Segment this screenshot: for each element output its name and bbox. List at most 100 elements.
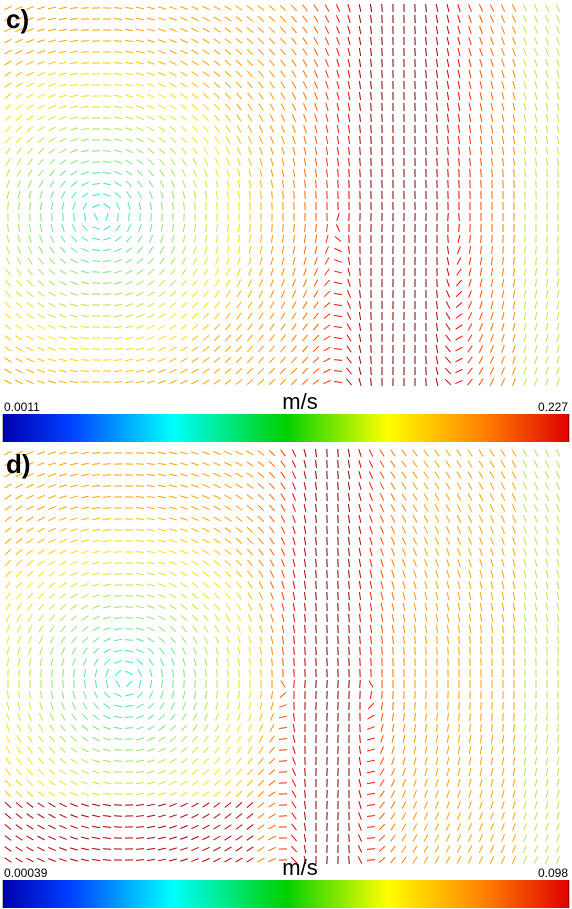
vector-arrow (15, 93, 23, 99)
vector-arrow (523, 102, 527, 112)
vector-arrow (169, 136, 177, 144)
vector-arrow (202, 768, 210, 776)
vector-arrow (557, 646, 559, 656)
vector-arrow (479, 559, 483, 567)
vector-arrow (501, 300, 505, 310)
vector-arrow (479, 548, 483, 556)
vector-arrow (370, 36, 372, 46)
vector-arrow (102, 572, 112, 576)
vector-arrow (268, 846, 276, 852)
vector-arrow (26, 6, 34, 10)
vector-arrow (535, 256, 537, 266)
vector-arrow (4, 570, 12, 578)
vector-arrow (359, 723, 361, 733)
vector-arrow (523, 311, 527, 321)
vector-arrow (202, 780, 210, 786)
vector-arrow (533, 15, 539, 23)
vector-arrow (457, 80, 461, 90)
vector-arrow (512, 146, 516, 156)
vector-arrow (312, 379, 320, 385)
vector-arrow (113, 760, 123, 762)
vector-arrow (348, 613, 350, 623)
vector-arrow (490, 526, 494, 534)
vector-arrow (534, 311, 538, 321)
vector-arrow (59, 462, 67, 466)
vector-arrow (92, 759, 100, 763)
vector-arrow (534, 778, 538, 788)
vector-arrow (291, 834, 297, 842)
vector-arrow (147, 39, 155, 43)
vector-arrow (102, 781, 112, 785)
vector-arrow (81, 747, 89, 753)
vector-arrow (390, 471, 396, 479)
vector-arrow (70, 170, 78, 176)
vector-arrow (80, 473, 90, 477)
vector-arrow (182, 658, 186, 666)
vector-arrow (69, 28, 79, 32)
vector-arrow (70, 736, 78, 742)
vector-arrow (37, 346, 45, 352)
vector-arrow (102, 507, 112, 509)
vector-arrow (511, 845, 517, 853)
vector-arrow (247, 290, 253, 298)
vector-arrow (315, 190, 317, 200)
vector-arrow (92, 714, 100, 720)
vector-arrow (136, 358, 144, 362)
vector-arrow (456, 493, 462, 501)
vector-arrow (247, 592, 253, 600)
vector-arrow (37, 93, 45, 99)
vector-arrow (315, 179, 317, 189)
vector-arrow (379, 746, 385, 754)
vector-arrow (80, 847, 90, 851)
vector-arrow (248, 646, 252, 656)
vector-arrow (512, 790, 516, 798)
vector-arrow (224, 368, 232, 374)
vector-arrow (114, 181, 122, 187)
vector-arrow (5, 581, 11, 589)
vector-arrow (391, 559, 395, 567)
vector-arrow (26, 147, 34, 155)
vector-arrow (237, 268, 241, 276)
vector-arrow (6, 646, 10, 656)
vector-arrow (291, 790, 297, 798)
vector-arrow (291, 26, 297, 34)
vector-arrow (303, 844, 307, 854)
vector-arrow (181, 158, 187, 166)
vector-arrow (247, 735, 253, 743)
vector-arrow (5, 592, 11, 600)
vector-arrow (102, 139, 112, 141)
vector-arrow (182, 180, 186, 188)
vector-arrow (348, 624, 350, 634)
vector-arrow (37, 835, 45, 841)
vector-arrow (480, 179, 482, 189)
vector-arrow (191, 746, 199, 754)
vector-arrow (523, 767, 527, 777)
vector-arrow (347, 48, 351, 56)
vector-arrow (501, 289, 505, 299)
vector-arrow (258, 345, 264, 353)
vector-arrow (48, 280, 56, 286)
vector-arrow (479, 745, 483, 755)
vector-arrow (91, 172, 101, 174)
vector-arrow (159, 257, 165, 265)
vector-arrow (136, 627, 144, 631)
vector-arrow (60, 191, 66, 199)
vector-arrow (4, 538, 12, 544)
vector-arrow (204, 657, 208, 667)
vector-arrow (258, 768, 264, 776)
vector-arrow (501, 59, 505, 67)
vector-arrow (26, 768, 34, 776)
vector-arrow (358, 823, 362, 831)
vector-arrow (114, 270, 122, 274)
vector-arrow (48, 549, 56, 555)
vector-arrow (235, 494, 243, 500)
vector-arrow (401, 790, 407, 798)
vector-arrow (258, 312, 264, 320)
vector-arrow (248, 268, 252, 276)
vector-arrow (456, 834, 462, 842)
vector-arrow (202, 71, 210, 77)
vector-arrow (202, 27, 210, 33)
vector-arrow (336, 146, 340, 156)
vector-arrow (158, 115, 166, 121)
vector-arrow (512, 537, 516, 545)
